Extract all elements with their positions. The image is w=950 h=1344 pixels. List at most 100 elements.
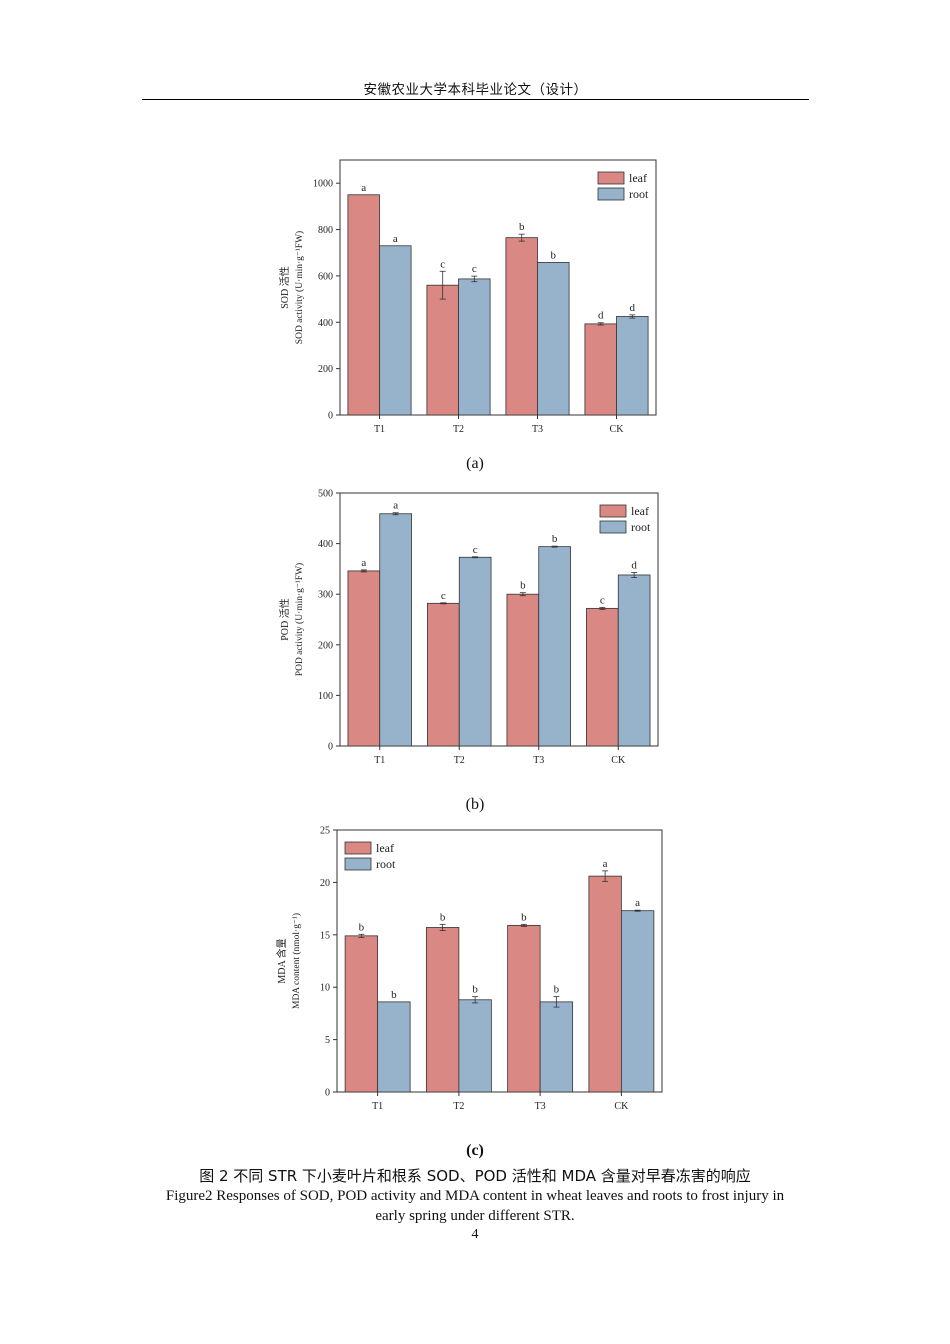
bar-leaf — [505, 237, 538, 416]
x-tick-label: CK — [611, 755, 626, 766]
bar-leaf — [347, 194, 380, 416]
significance-letter: b — [520, 580, 526, 592]
bar-leaf — [584, 323, 617, 416]
y-tick-label: 15 — [320, 930, 330, 941]
legend-swatch-root — [597, 187, 625, 201]
panel-label-b: (b) — [465, 796, 485, 813]
x-tick-label: T2 — [454, 755, 465, 766]
significance-letter: c — [600, 594, 605, 606]
legend-swatch-leaf — [597, 171, 625, 185]
legend-label-leaf: leaf — [376, 841, 394, 855]
y-tick-label: 0 — [328, 411, 333, 422]
bar-leaf — [425, 927, 460, 1093]
y-tick-label: 100 — [318, 691, 333, 702]
significance-letter: b — [519, 221, 525, 233]
significance-letter: b — [554, 984, 560, 996]
y-axis-label-cn: MDA 含量 — [275, 938, 288, 983]
bar-leaf — [427, 602, 460, 747]
bar-root — [538, 546, 571, 747]
y-tick-label: 600 — [318, 271, 333, 282]
bar-leaf — [506, 593, 540, 747]
chart-panel-b: 0 100 200 300 400 500 POD 活性 POD activity (U·mi… — [0, 485, 950, 775]
x-tick-label: T3 — [532, 424, 543, 435]
bar-root — [379, 513, 412, 747]
bar-leaf — [426, 284, 459, 416]
y-tick-label: 200 — [318, 640, 333, 651]
y-tick-label: 0 — [328, 742, 333, 753]
chart-panel-c: 0 5 10 15 20 25 MDA 含量 MDA content (nmol·g⁻¹) b b… — [0, 820, 950, 1120]
significance-letter: b — [391, 989, 397, 1001]
significance-letter: c — [440, 258, 445, 270]
significance-letter: a — [361, 557, 366, 569]
y-tick-label: 200 — [318, 364, 333, 375]
page-header: 安徽农业大学本科毕业论文（设计） — [363, 82, 588, 98]
significance-letter: d — [631, 559, 637, 571]
x-tick-label: T2 — [453, 1101, 464, 1112]
y-tick-label: 25 — [320, 826, 330, 837]
bar-root — [537, 262, 570, 416]
mda-chart: 0 5 10 15 20 25 MDA 含量 MDA content (nmol·g⁻¹) b b… — [275, 826, 663, 1112]
bar-root — [458, 278, 491, 416]
x-tick-label: T1 — [374, 755, 385, 766]
pod-chart: 0 100 200 300 400 500 POD 活性 POD activity (U·mi… — [278, 489, 659, 766]
y-tick-label: 5 — [325, 1035, 330, 1046]
significance-letter: c — [472, 263, 477, 275]
figure-caption-cn: 图 2 不同 STR 下小麦叶片和根系 SOD、POD 活性和 MDA 含量对早… — [199, 1167, 751, 1185]
bar-leaf — [507, 924, 541, 1093]
chart-panel-a: 0 200 400 600 800 1000 SOD 活性 SOD activity (U·m… — [0, 150, 950, 450]
significance-letter: b — [472, 984, 478, 996]
significance-letter: a — [393, 500, 398, 512]
bar-root — [458, 556, 492, 747]
significance-letter: a — [603, 858, 608, 870]
significance-letter: b — [359, 921, 365, 933]
panel-label-c: (c) — [466, 1142, 484, 1159]
bar-leaf — [344, 935, 379, 1093]
x-tick-label: CK — [614, 1101, 629, 1112]
y-tick-label: 10 — [320, 983, 330, 994]
significance-letter: a — [635, 897, 640, 909]
y-axis-label-en: SOD activity (U·min·g⁻¹FW) — [294, 231, 305, 344]
plot-frame — [339, 159, 657, 416]
significance-letter: b — [552, 533, 558, 545]
panel-label-a: (a) — [466, 455, 484, 472]
legend-label-root: root — [631, 520, 651, 534]
bar-leaf — [347, 570, 381, 747]
significance-letter: a — [393, 233, 398, 245]
bar-root — [617, 574, 651, 747]
bar-root — [379, 245, 412, 416]
y-tick-label: 0 — [325, 1088, 330, 1099]
y-tick-label: 20 — [320, 878, 330, 889]
significance-letter: b — [521, 911, 527, 923]
significance-letter: d — [630, 302, 636, 314]
bar-root — [539, 1001, 574, 1093]
y-tick-label: 500 — [318, 489, 333, 500]
x-tick-label: CK — [610, 424, 625, 435]
header-rule — [142, 99, 809, 100]
figure-caption-en: Figure2 Responses of SOD, POD activity a… — [165, 1188, 785, 1224]
legend-label-root: root — [376, 857, 396, 871]
x-tick-label: T1 — [374, 424, 385, 435]
y-tick-label: 1000 — [313, 179, 333, 190]
significance-letter: c — [473, 544, 478, 556]
significance-letter: d — [598, 310, 604, 322]
bar-leaf — [586, 607, 619, 747]
significance-letter: c — [441, 590, 446, 602]
significance-letter: b — [551, 249, 557, 261]
y-tick-label: 400 — [318, 318, 333, 329]
legend-label-leaf: leaf — [631, 504, 649, 518]
y-axis-label-en: POD activity (U·min·g⁻¹FW) — [294, 563, 305, 676]
y-tick-label: 800 — [318, 225, 333, 236]
page-number: 4 — [471, 1227, 479, 1242]
legend-swatch-leaf — [344, 841, 372, 855]
x-tick-label: T3 — [533, 755, 544, 766]
plot-frame — [336, 829, 663, 1093]
legend-swatch-root — [344, 857, 372, 871]
x-tick-label: T3 — [535, 1101, 546, 1112]
significance-letter: b — [440, 911, 446, 923]
y-axis-label-cn: SOD 活性 — [278, 266, 291, 309]
legend-label-leaf: leaf — [629, 171, 647, 185]
legend-swatch-leaf — [599, 504, 627, 518]
y-axis-label-cn: POD 活性 — [278, 598, 291, 641]
plot-frame — [339, 492, 659, 747]
significance-letter: a — [361, 182, 366, 194]
